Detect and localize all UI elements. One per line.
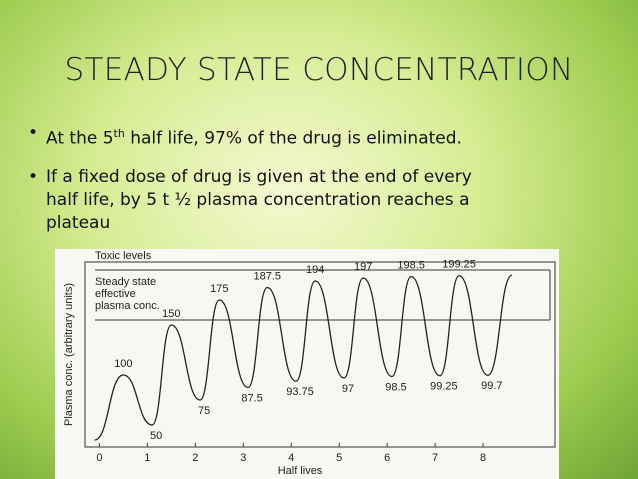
x-tick-label: 0 xyxy=(96,452,102,464)
data-label: 87.5 xyxy=(241,392,262,404)
text-line: half life, by 5 t ½ plasma concentration… xyxy=(46,190,470,210)
data-label: 100 xyxy=(114,358,132,370)
data-label: 194 xyxy=(306,264,324,276)
data-label: 98.5 xyxy=(385,381,406,393)
band-label: effective xyxy=(95,288,136,300)
chart-background xyxy=(55,249,559,479)
data-label: 199.25 xyxy=(442,259,476,271)
data-label: 50 xyxy=(150,430,162,442)
superscript: th xyxy=(113,127,125,140)
text-line: If a fixed dose of drug is given at the … xyxy=(46,167,472,187)
chart: 0 1 2 3 4 5 6 7 8 Half lives Plasma conc. (arbitra… xyxy=(55,249,559,479)
text: half life, 97% of the drug is eliminated… xyxy=(124,128,462,149)
x-tick-label: 6 xyxy=(384,452,390,464)
data-label: 198.5 xyxy=(397,259,425,271)
x-tick-label: 4 xyxy=(288,452,294,464)
data-label: 93.75 xyxy=(286,386,314,398)
band-label: plasma conc. xyxy=(95,300,160,312)
x-tick-label: 7 xyxy=(432,452,438,464)
bullet: At the 5th half life, 97% of the drug is… xyxy=(28,122,462,151)
x-tick-label: 3 xyxy=(240,452,246,464)
band-label: Steady state xyxy=(95,276,156,288)
data-label: 175 xyxy=(210,283,228,295)
band-label: Toxic levels xyxy=(95,250,152,262)
plot-frame xyxy=(84,261,556,448)
text-line: plateau xyxy=(46,213,111,233)
data-label: 187.5 xyxy=(253,270,281,282)
bullet: If a fixed dose of drug is given at the … xyxy=(28,166,472,235)
x-tick-label: 8 xyxy=(480,452,486,464)
x-tick-label: 5 xyxy=(336,452,342,464)
data-label: 197 xyxy=(354,261,372,273)
x-tick-label: 2 xyxy=(192,452,198,464)
concentration-curve xyxy=(94,274,513,441)
text: At the 5 xyxy=(46,128,114,149)
x-tick-label: 1 xyxy=(144,452,150,464)
y-axis-label: Plasma conc. (arbitrary units) xyxy=(63,283,75,426)
data-label: 99.7 xyxy=(481,380,502,392)
x-axis-label: Half lives xyxy=(278,465,323,477)
slide-title: STEADY STATE CONCENTRATION xyxy=(64,52,574,88)
data-label: 75 xyxy=(198,405,210,417)
data-label: 99.25 xyxy=(430,381,458,393)
data-label: 150 xyxy=(162,308,180,320)
data-label: 97 xyxy=(342,383,354,395)
